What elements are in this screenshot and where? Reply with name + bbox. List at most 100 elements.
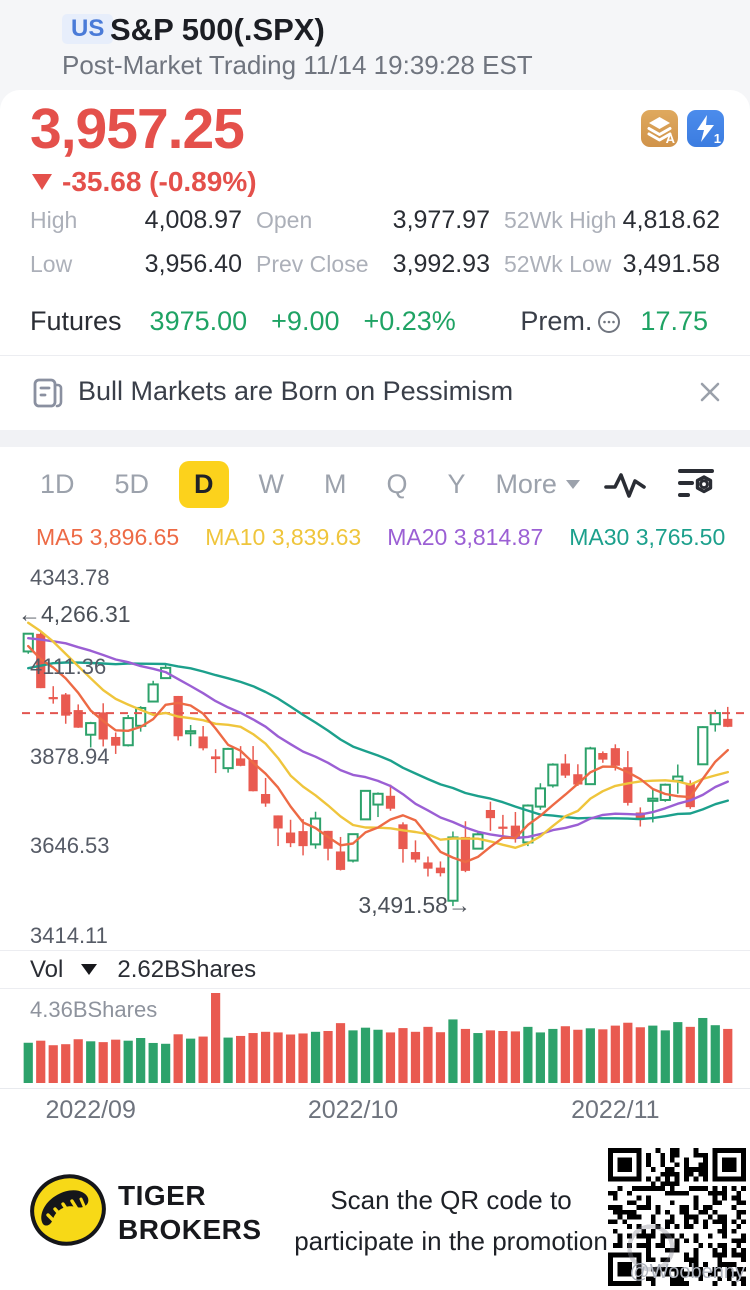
divider xyxy=(0,950,750,951)
futures-percent: +0.23% xyxy=(363,306,456,336)
quote-badges: A 1 xyxy=(641,110,724,147)
stat-open: Open 3,977.97 xyxy=(256,206,490,236)
y-axis-label: 3646.53 xyxy=(30,833,110,859)
month-label-2022-10: 2022/10 xyxy=(307,1096,399,1124)
y-axis-label: 4111.36 xyxy=(30,654,107,680)
down-arrow-icon xyxy=(32,174,52,190)
line-chart-toggle-icon[interactable] xyxy=(600,465,650,505)
stat-label: Prev Close xyxy=(256,251,369,277)
session-status: Post-Market Trading 11/14 19:39:28 EST xyxy=(62,50,533,80)
stat-label: Low xyxy=(30,251,73,277)
watermark: @Woobenny xyxy=(629,1261,745,1283)
ma-label-ma10: MA10 3,839.63 xyxy=(205,524,362,550)
brand-line1: TIGER xyxy=(118,1180,207,1211)
price-chart[interactable] xyxy=(0,556,750,948)
header: US S&P 500(.SPX) Post-Market Trading 11/… xyxy=(0,0,750,90)
ma-label-ma30: MA30 3,765.50 xyxy=(569,524,726,550)
x-axis-labels: 2022/09 2022/10 2022/11 xyxy=(0,1096,750,1130)
info-ellipsis-icon xyxy=(596,309,622,335)
stat-prev-close: Prev Close 3,992.93 xyxy=(256,250,490,280)
period-tabs: 1D 5D D W M Q Y More xyxy=(0,447,750,522)
stat-label: High xyxy=(30,207,78,233)
tab-q[interactable]: Q xyxy=(386,469,408,499)
ma-legend: MA5 3,896.65 MA10 3,839.63 MA20 3,814.87 MA… xyxy=(36,524,750,556)
divider xyxy=(0,1088,750,1089)
stat-value: 4,818.62 xyxy=(622,206,720,234)
section-gap xyxy=(0,430,750,447)
volume-chart-area xyxy=(0,989,750,1088)
stat-value: 3,992.93 xyxy=(392,250,490,278)
low-marker: 3,491.58→ xyxy=(358,892,471,919)
news-headline[interactable]: Bull Markets are Born on Pessimism xyxy=(78,376,514,406)
volume-value: 2.62BShares xyxy=(117,955,257,983)
stat-label: Open xyxy=(256,207,313,233)
premium-group[interactable]: Prem. 17.75 xyxy=(520,306,722,337)
stat-high: High 4,008.97 xyxy=(30,206,242,236)
stat-low: Low 3,956.40 xyxy=(30,250,242,280)
futures-change: +9.00 xyxy=(271,306,340,336)
tab-1d[interactable]: 1D xyxy=(40,469,75,499)
month-label-2022-11: 2022/11 xyxy=(571,1096,660,1124)
stat-value: 3,977.97 xyxy=(392,206,490,234)
stat-value: 3,956.40 xyxy=(144,250,242,278)
tab-m[interactable]: M xyxy=(323,469,347,499)
tab-w[interactable]: W xyxy=(258,469,284,499)
badge-letter: A xyxy=(665,131,675,146)
promo-text: Scan the QR code to participate in the p… xyxy=(278,1180,624,1262)
caret-down-icon xyxy=(565,480,580,489)
quote-card: 3,957.25 -35.68 (-0.89%) A xyxy=(0,90,750,355)
premium-value: 17.75 xyxy=(640,306,708,336)
stats-grid: High 4,008.97 Open 3,977.97 52Wk High 4,818.6… xyxy=(30,206,722,280)
market-badge: US xyxy=(62,14,114,44)
lightning-icon xyxy=(687,115,724,151)
divider xyxy=(0,988,750,989)
price-change: -35.68 (-0.89%) xyxy=(62,166,257,197)
volume-label: Vol xyxy=(30,955,64,983)
futures-row: Futures 3975.00 +9.00 +0.23% Prem. 17.75 xyxy=(30,306,722,337)
news-banner[interactable]: Bull Markets are Born on Pessimism xyxy=(0,356,750,430)
layers-icon xyxy=(641,117,678,151)
brand-name: TIGER BROKERS xyxy=(118,1179,262,1247)
price-chart-area: 4343.78 4111.36 3878.94 3646.53 3414.11 ←4,26… xyxy=(0,556,750,948)
y-axis-label: 3878.94 xyxy=(30,743,110,769)
stat-52wk-high: 52Wk High 4,818.62 xyxy=(504,206,720,236)
y-axis-label: 4343.78 xyxy=(30,565,110,590)
flash-badge-button[interactable]: 1 xyxy=(687,110,724,147)
tab-y[interactable]: Y xyxy=(447,469,466,499)
page-title: S&P 500(.SPX) xyxy=(110,12,325,47)
stat-label: 52Wk Low xyxy=(504,251,612,277)
ma-label-ma20: MA20 3,814.87 xyxy=(387,524,544,550)
tiger-brokers-logo xyxy=(28,1170,108,1255)
layers-badge-button[interactable]: A xyxy=(641,110,678,147)
tab-5d[interactable]: 5D xyxy=(114,469,150,499)
volume-axis-max: 4.36BShares xyxy=(30,997,158,1022)
brand-line2: BROKERS xyxy=(118,1214,262,1245)
stat-value: 4,008.97 xyxy=(144,206,242,234)
volume-chart[interactable] xyxy=(0,989,750,1088)
last-price: 3,957.25 xyxy=(30,97,245,161)
promo-line2: participate in the promotion xyxy=(294,1226,608,1256)
ma-label-ma5: MA5 3,896.65 xyxy=(36,524,180,550)
more-label: More xyxy=(495,469,557,499)
close-icon[interactable] xyxy=(696,378,724,411)
stat-52wk-low: 52Wk Low 3,491.58 xyxy=(504,250,720,280)
month-label-2022-09: 2022/09 xyxy=(45,1096,136,1124)
promo-line1: Scan the QR code to xyxy=(330,1185,572,1215)
badge-letter: 1 xyxy=(713,131,721,146)
news-icon xyxy=(30,375,66,416)
futures-label: Futures xyxy=(30,306,122,336)
stat-label: 52Wk High xyxy=(504,207,617,233)
qr-code xyxy=(608,1148,746,1286)
futures-price: 3975.00 xyxy=(149,306,248,336)
y-axis-label: 3414.11 xyxy=(30,922,108,948)
more-dropdown[interactable]: More xyxy=(495,469,580,500)
stat-value: 3,491.58 xyxy=(622,250,720,278)
divider xyxy=(0,355,750,356)
price-change-row: -35.68 (-0.89%) xyxy=(32,166,257,198)
premium-label: Prem. xyxy=(520,306,593,336)
tab-d[interactable]: D xyxy=(179,461,229,508)
volume-header: Vol 2.62BShares xyxy=(30,951,256,988)
indicator-settings-icon[interactable] xyxy=(670,463,720,507)
chevron-down-icon[interactable] xyxy=(81,964,98,975)
